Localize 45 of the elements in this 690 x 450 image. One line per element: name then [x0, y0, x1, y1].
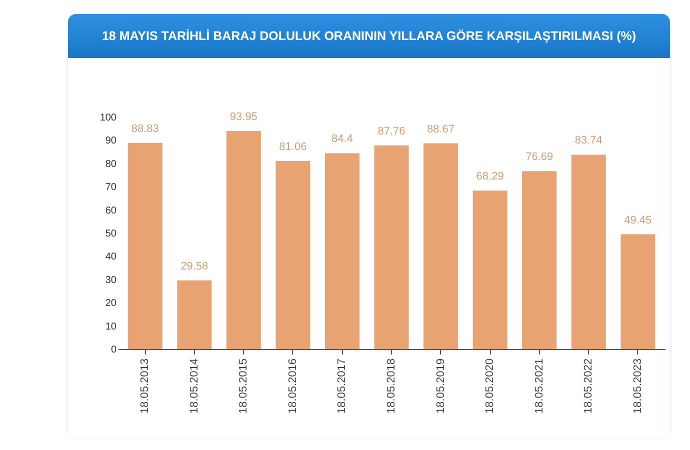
y-tick-label: 30	[105, 274, 117, 286]
y-tick-label: 100	[100, 112, 117, 124]
data-label: 81.06	[279, 140, 307, 153]
y-tick-label: 90	[105, 136, 117, 147]
bar	[226, 131, 261, 349]
bar	[522, 171, 557, 349]
data-label: 88.83	[131, 122, 159, 135]
bar	[424, 143, 458, 349]
x-tick-label: 18.05.2013	[139, 358, 152, 414]
x-tick-label: 18.05.2014	[188, 358, 200, 414]
y-tick-label: 60	[105, 205, 117, 216]
x-tick-label: 18.05.2015	[238, 358, 250, 414]
x-tick-label: 18.05.2021	[533, 358, 546, 414]
y-tick-label: 20	[105, 298, 117, 310]
data-label: 93.95	[230, 111, 258, 124]
x-tick-label: 18.05.2017	[336, 358, 348, 414]
y-tick-label: 70	[105, 182, 117, 194]
data-label: 84.4	[332, 133, 353, 146]
x-tick-label: 18.05.2023	[632, 358, 644, 414]
data-label: 87.76	[378, 125, 406, 138]
bar	[276, 160, 310, 349]
x-tick-label: 18.05.2016	[286, 358, 299, 414]
data-label: 68.29	[476, 170, 504, 183]
bar	[324, 153, 360, 349]
bar	[374, 145, 409, 349]
data-label: 88.67	[427, 123, 455, 136]
x-tick-label: 18.05.2018	[386, 358, 398, 414]
y-tick-label: 40	[105, 252, 117, 263]
bar	[128, 142, 162, 349]
bar	[620, 234, 656, 349]
x-tick-label: 18.05.2020	[484, 358, 496, 414]
x-tick-label: 18.05.2022	[582, 358, 595, 414]
y-tick-label: 10	[105, 321, 117, 332]
y-tick-label: 0	[110, 344, 117, 356]
chart-title: 18 MAYIS TARİHLİ BARAJ DOLULUK ORANININ YILLARA GÖRE KARŞILAŞTIRILMASI (%)	[68, 14, 670, 58]
bar	[472, 190, 508, 349]
bar	[177, 280, 212, 349]
bar	[571, 154, 606, 349]
data-label: 49.45	[624, 214, 652, 226]
data-label: 29.58	[180, 260, 208, 272]
x-tick-label: 18.05.2019	[434, 358, 447, 414]
y-tick-label: 50	[105, 228, 117, 240]
y-tick-label: 80	[105, 158, 117, 170]
data-label: 83.74	[574, 134, 602, 147]
data-label: 76.69	[526, 151, 554, 164]
